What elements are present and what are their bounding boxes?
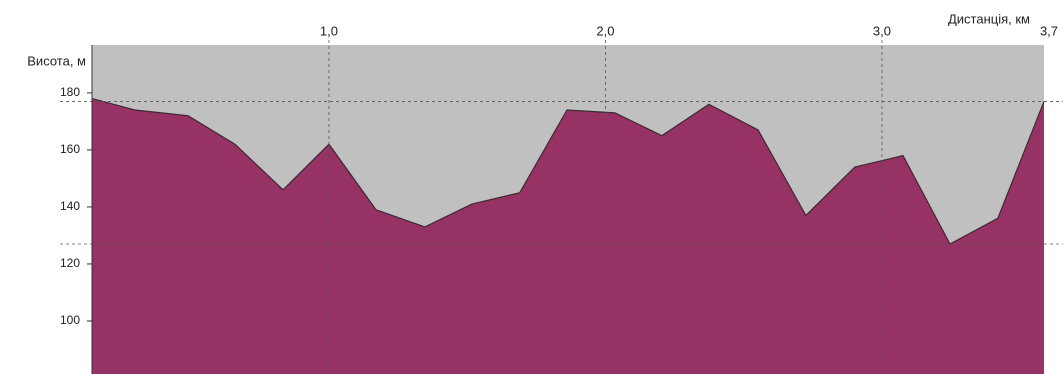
x-tick-label: 2,0 bbox=[596, 23, 614, 38]
x-tick-label: 1,0 bbox=[320, 23, 338, 38]
y-tick-label: 140 bbox=[60, 199, 80, 213]
x-tick-label: 3,0 bbox=[873, 23, 891, 38]
y-tick-label: 100 bbox=[60, 313, 80, 327]
area bbox=[92, 98, 1044, 374]
profile-line bbox=[91, 98, 1045, 245]
x-tick-label: 3,7 bbox=[1040, 23, 1058, 38]
y-axis-label: Висота, м bbox=[27, 53, 86, 68]
y-tick-label: 180 bbox=[60, 85, 80, 99]
x-axis-label: Дистанція, км bbox=[948, 11, 1030, 26]
y-tick-label: 160 bbox=[60, 142, 80, 156]
y-tick-label: 120 bbox=[60, 256, 80, 270]
